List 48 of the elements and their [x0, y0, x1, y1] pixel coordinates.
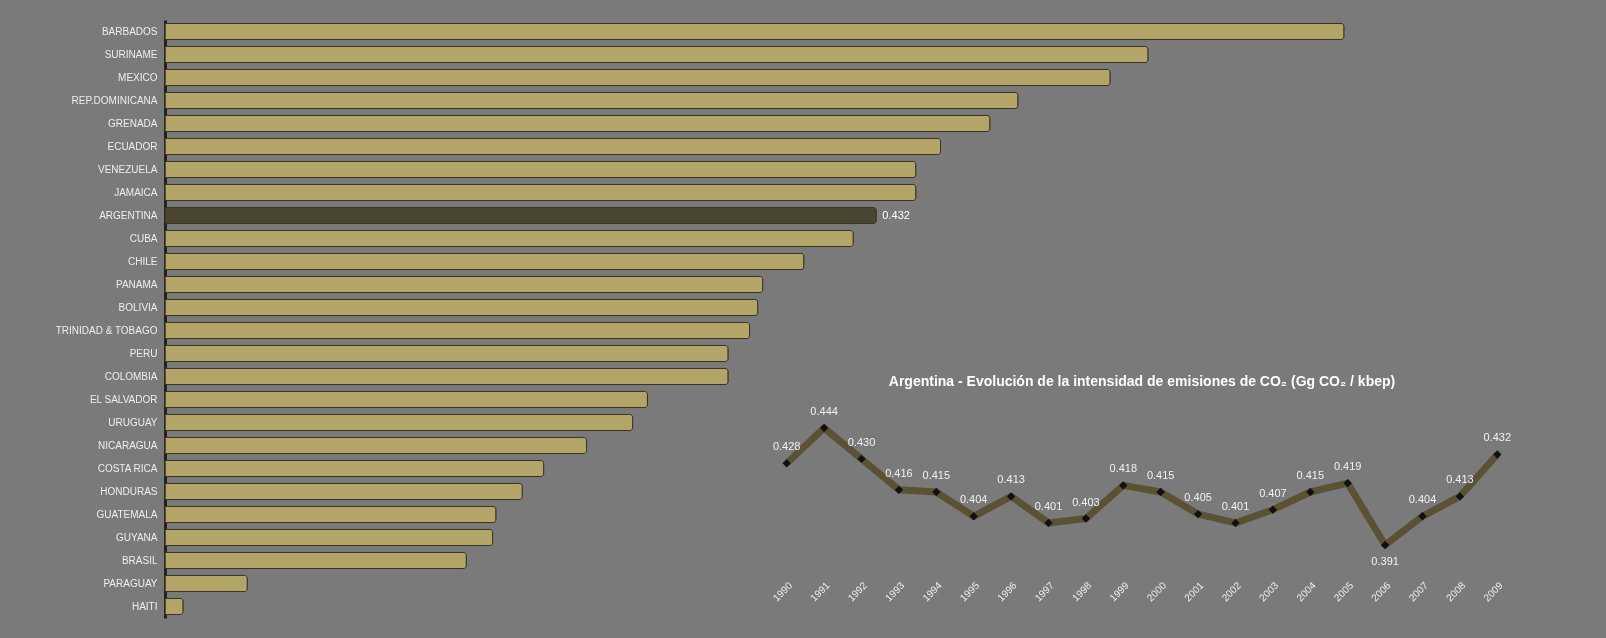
y-tick-label: MEXICO [118, 71, 158, 83]
y-tick-label: HAITI [131, 600, 158, 612]
y-tick-label: GRENADA [108, 117, 158, 129]
y-tick-label: CHILE [128, 255, 158, 267]
data-label: 0.401 [1221, 499, 1250, 512]
data-label: 0.404 [1408, 493, 1437, 506]
y-tick-label: PANAMA [116, 278, 158, 290]
data-label: 0.401 [1034, 499, 1063, 512]
y-tick-label: BRASIL [121, 554, 158, 566]
y-tick-label: PERU [129, 347, 158, 359]
y-tick-label: HONDURAS [100, 485, 158, 497]
data-label: 0.418 [1109, 462, 1138, 475]
y-tick-label: URUGUAY [108, 416, 158, 428]
data-label: 0.415 [922, 469, 951, 482]
data-label: 0.415 [1296, 469, 1325, 482]
data-label: 0.430 [847, 435, 876, 448]
y-tick-label: BOLIVIA [118, 301, 158, 313]
data-label: 0.403 [1072, 495, 1100, 508]
y-tick-label: NICARAGUA [98, 439, 158, 451]
y-tick-label: TRINIDAD & TOBAGO [55, 324, 158, 336]
data-label: 0.407 [1259, 486, 1287, 499]
y-tick-label: ARGENTINA [99, 209, 158, 221]
chart-title: Argentina - Evolución de la intensidad de emisiones de CO₂ (Gg CO₂ / kbep) [888, 373, 1396, 389]
y-tick-label: PARAGUAY [103, 577, 158, 589]
y-tick-label: SURINAME [104, 48, 158, 60]
y-tick-label: COSTA RICA [97, 462, 158, 474]
y-tick-label: VENEZUELA [98, 163, 158, 175]
data-label: 0.428 [772, 440, 801, 453]
data-label: 0.432 [1483, 431, 1512, 444]
y-tick-label: EL SALVADOR [89, 393, 158, 405]
y-tick-label: GUYANA [116, 531, 158, 543]
data-label: 0.419 [1333, 460, 1362, 473]
data-label: 0.391 [1371, 555, 1399, 567]
data-label: 0.432 [882, 208, 910, 221]
data-label: 0.413 [1446, 473, 1474, 486]
y-tick-label: CUBA [129, 232, 158, 244]
y-tick-label: ECUADOR [107, 140, 158, 152]
y-tick-label: COLOMBIA [104, 370, 158, 382]
y-tick-label: REP.DOMINICANA [71, 94, 158, 106]
y-tick-label: GUATEMALA [96, 508, 158, 520]
y-tick-label: JAMAICA [114, 186, 158, 198]
data-label: 0.444 [810, 405, 838, 417]
data-label: 0.413 [997, 473, 1025, 486]
y-tick-label: BARBADOS [101, 25, 158, 37]
data-label: 0.416 [885, 466, 913, 479]
data-label: 0.404 [959, 493, 988, 506]
data-label: 0.415 [1146, 469, 1175, 482]
data-label: 0.405 [1184, 491, 1212, 504]
